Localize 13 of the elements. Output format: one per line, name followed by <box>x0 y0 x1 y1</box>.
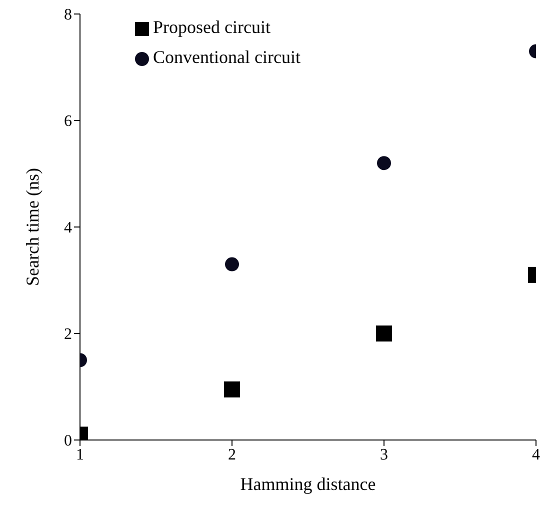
legend-label: Conventional circuit <box>153 47 300 67</box>
x-tick-label: 4 <box>532 446 540 464</box>
y-axis-title: Search time (ns) <box>22 168 42 286</box>
x-axis-title: Hamming distance <box>240 474 376 494</box>
y-tick-label: 4 <box>64 220 72 237</box>
y-tick-label: 8 <box>64 6 72 24</box>
legend-label: Proposed circuit <box>153 17 270 37</box>
x-tick-label: 3 <box>380 446 388 464</box>
y-tick-label: 2 <box>64 326 72 344</box>
x-tick-label: 1 <box>76 446 84 464</box>
y-tick-label: 6 <box>64 113 72 130</box>
y-tick-label: 0 <box>64 432 72 450</box>
x-tick-label: 2 <box>228 446 236 464</box>
